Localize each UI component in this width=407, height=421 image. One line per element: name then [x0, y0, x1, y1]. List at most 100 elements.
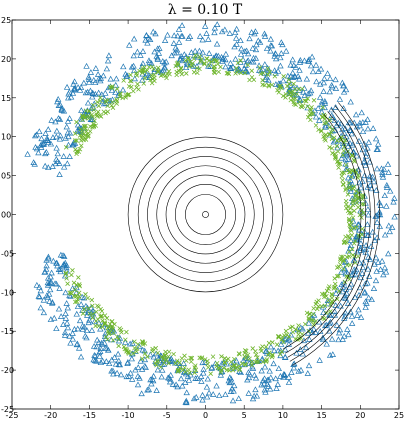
data-point-triangle [237, 369, 244, 376]
data-point-cross [95, 316, 101, 322]
data-point-triangle [296, 75, 303, 82]
data-point-triangle [349, 217, 357, 224]
data-point-triangle [372, 277, 380, 284]
data-point-triangle [235, 395, 242, 402]
data-point-triangle [41, 268, 49, 275]
data-point-cross [347, 262, 353, 268]
data-point-cross [341, 182, 346, 187]
y-tick-label: -25 [1, 405, 14, 414]
data-point-triangle [63, 83, 71, 90]
data-point-cross [310, 111, 316, 117]
data-point-triangle [349, 181, 356, 188]
data-point-triangle [54, 262, 61, 269]
data-point-triangle [143, 32, 150, 39]
data-point-triangle [71, 78, 78, 85]
data-point-triangle [237, 37, 244, 44]
data-point-triangle [61, 329, 69, 336]
data-point-cross [221, 365, 227, 371]
data-point-triangle [66, 129, 74, 136]
data-point-triangle [334, 286, 341, 293]
data-point-triangle [351, 267, 359, 274]
data-point-triangle [301, 57, 308, 64]
data-point-triangle [81, 323, 88, 330]
data-point-cross [127, 78, 133, 84]
data-point-triangle [321, 104, 328, 111]
data-point-cross [293, 102, 298, 107]
data-point-triangle [205, 389, 213, 396]
data-point-cross [121, 344, 127, 350]
data-point-triangle [337, 302, 344, 309]
data-point-triangle [62, 289, 69, 296]
data-point-triangle [146, 36, 154, 42]
data-point-triangle [117, 371, 125, 378]
data-point-cross [349, 246, 355, 252]
data-point-cross [335, 149, 341, 154]
data-point-triangle [154, 366, 161, 373]
data-point-triangle [387, 187, 394, 194]
data-point-cross [74, 119, 79, 125]
data-point-triangle [272, 50, 279, 57]
data-point-triangle [185, 376, 193, 383]
data-point-triangle [262, 73, 270, 80]
data-point-triangle [267, 35, 274, 42]
x-tick-label: -5 [163, 411, 171, 420]
data-point-cross [94, 113, 100, 119]
data-point-triangle [45, 290, 53, 297]
data-point-triangle [76, 86, 84, 93]
data-point-cross [114, 98, 120, 104]
data-point-cross [302, 98, 307, 103]
data-point-cross [152, 78, 157, 84]
data-point-triangle [175, 38, 183, 45]
data-point-triangle [350, 256, 358, 263]
data-point-triangle [141, 356, 149, 363]
data-point-cross [99, 314, 104, 319]
data-point-triangle [162, 58, 170, 65]
data-point-cross [266, 82, 272, 88]
y-tick-label: -10 [1, 288, 14, 297]
data-point-triangle [199, 36, 206, 43]
data-point-triangle [47, 273, 54, 280]
data-point-triangle [320, 88, 327, 94]
data-point-triangle [37, 287, 44, 294]
data-point-cross [72, 131, 78, 136]
data-point-cross [150, 76, 156, 81]
data-point-triangle [348, 130, 355, 137]
data-point-triangle [64, 118, 72, 124]
data-point-triangle [122, 70, 129, 77]
data-point-cross [121, 78, 126, 83]
data-point-cross [311, 311, 316, 317]
data-point-cross [291, 101, 297, 107]
data-point-cross [197, 355, 203, 361]
data-point-cross [86, 109, 92, 114]
y-tick-label: 05 [1, 172, 11, 181]
data-point-triangle [105, 346, 112, 353]
data-point-triangle [321, 98, 329, 104]
data-point-cross [80, 113, 85, 119]
data-point-cross [218, 64, 223, 70]
data-point-cross [148, 77, 153, 83]
data-point-triangle [336, 96, 344, 102]
data-point-cross [327, 132, 332, 138]
data-point-cross [130, 351, 136, 356]
data-point-triangle [370, 285, 378, 291]
data-point-triangle [267, 42, 274, 49]
data-point-cross [229, 364, 234, 369]
data-point-triangle [348, 320, 356, 326]
data-point-triangle [372, 135, 380, 142]
data-point-triangle [281, 353, 289, 360]
data-point-triangle [304, 370, 311, 376]
data-point-cross [92, 118, 97, 124]
data-point-triangle [320, 79, 328, 86]
data-point-triangle [55, 102, 62, 108]
data-point-cross [155, 68, 161, 73]
data-point-triangle [346, 126, 353, 133]
data-point-triangle [321, 75, 328, 82]
data-point-triangle [252, 386, 259, 393]
data-point-triangle [267, 343, 275, 350]
data-point-triangle [191, 47, 199, 54]
data-point-triangle [347, 308, 354, 315]
data-point-triangle [67, 93, 75, 100]
data-point-triangle [94, 71, 102, 77]
data-point-triangle [36, 128, 43, 135]
data-point-triangle [183, 389, 190, 396]
